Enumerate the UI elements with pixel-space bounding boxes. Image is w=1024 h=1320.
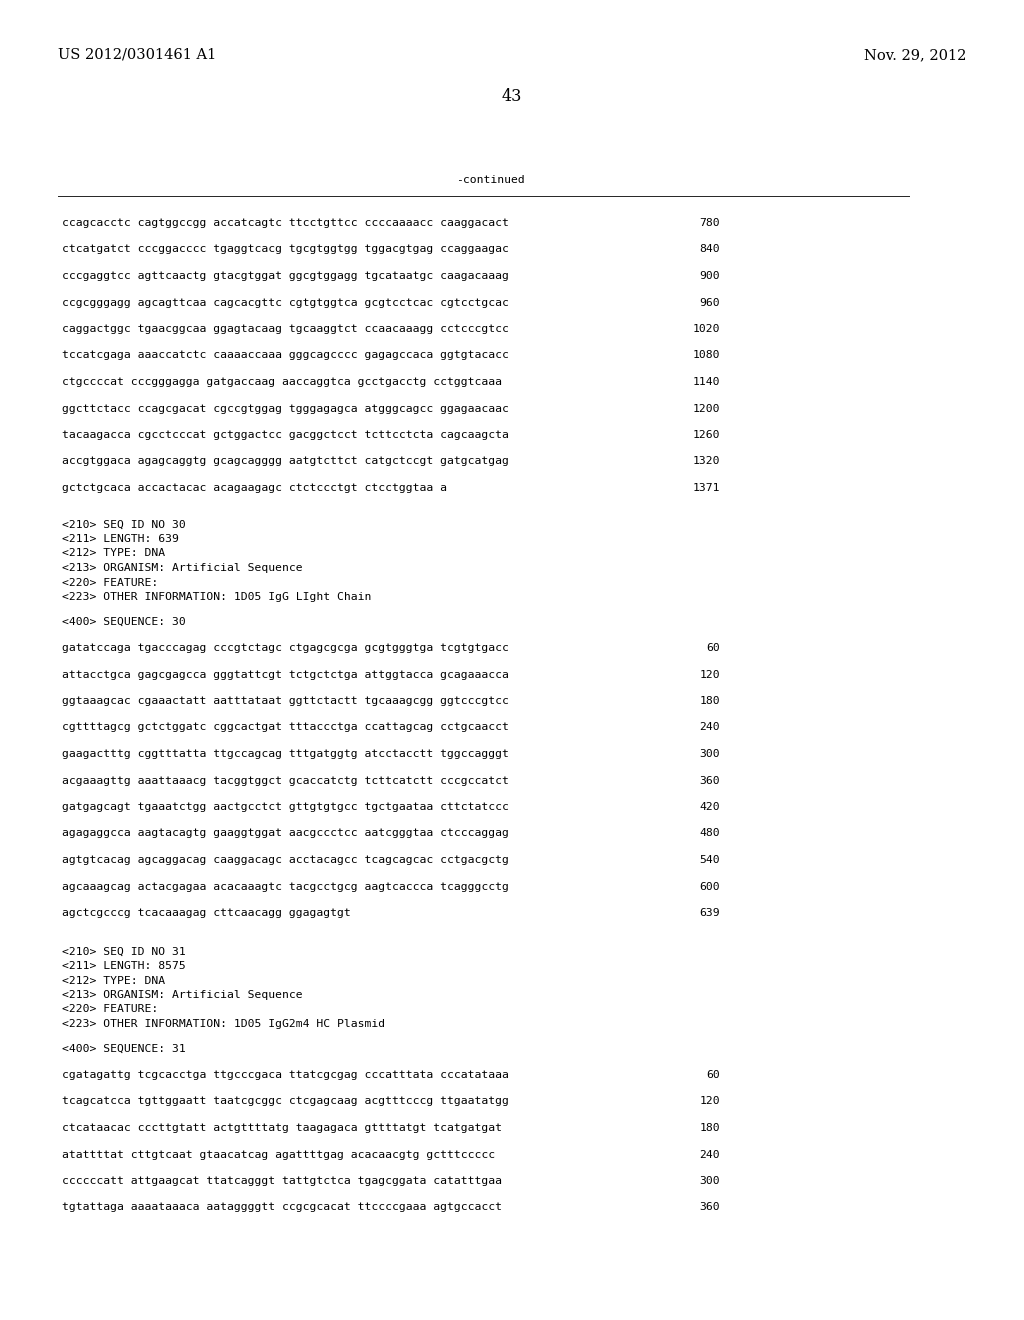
Text: 1020: 1020 (692, 323, 720, 334)
Text: ccgcgggagg agcagttcaa cagcacgttc cgtgtggtca gcgtcctcac cgtcctgcac: ccgcgggagg agcagttcaa cagcacgttc cgtgtgg… (62, 297, 509, 308)
Text: 1200: 1200 (692, 404, 720, 413)
Text: tccatcgaga aaaccatctc caaaaccaaa gggcagcccc gagagccaca ggtgtacacc: tccatcgaga aaaccatctc caaaaccaaa gggcagc… (62, 351, 509, 360)
Text: <211> LENGTH: 639: <211> LENGTH: 639 (62, 535, 179, 544)
Text: 1371: 1371 (692, 483, 720, 492)
Text: 900: 900 (699, 271, 720, 281)
Text: attacctgca gagcgagcca gggtattcgt tctgctctga attggtacca gcagaaacca: attacctgca gagcgagcca gggtattcgt tctgctc… (62, 669, 509, 680)
Text: gatatccaga tgacccagag cccgtctagc ctgagcgcga gcgtgggtga tcgtgtgacc: gatatccaga tgacccagag cccgtctagc ctgagcg… (62, 643, 509, 653)
Text: ctcataacac cccttgtatt actgttttatg taagagaca gttttatgt tcatgatgat: ctcataacac cccttgtatt actgttttatg taagag… (62, 1123, 502, 1133)
Text: 360: 360 (699, 1203, 720, 1213)
Text: ggtaaagcac cgaaactatt aatttataat ggttctactt tgcaaagcgg ggtcccgtcc: ggtaaagcac cgaaactatt aatttataat ggttcta… (62, 696, 509, 706)
Text: US 2012/0301461 A1: US 2012/0301461 A1 (58, 48, 216, 62)
Text: 780: 780 (699, 218, 720, 228)
Text: <400> SEQUENCE: 30: <400> SEQUENCE: 30 (62, 616, 185, 627)
Text: cccgaggtcc agttcaactg gtacgtggat ggcgtggagg tgcataatgc caagacaaag: cccgaggtcc agttcaactg gtacgtggat ggcgtgg… (62, 271, 509, 281)
Text: <212> TYPE: DNA: <212> TYPE: DNA (62, 549, 165, 558)
Text: 1320: 1320 (692, 457, 720, 466)
Text: tgtattaga aaaataaaca aataggggtt ccgcgcacat ttccccgaaa agtgccacct: tgtattaga aaaataaaca aataggggtt ccgcgcac… (62, 1203, 502, 1213)
Text: <220> FEATURE:: <220> FEATURE: (62, 1005, 159, 1015)
Text: 639: 639 (699, 908, 720, 917)
Text: <211> LENGTH: 8575: <211> LENGTH: 8575 (62, 961, 185, 972)
Text: <223> OTHER INFORMATION: 1D05 IgG2m4 HC Plasmid: <223> OTHER INFORMATION: 1D05 IgG2m4 HC … (62, 1019, 385, 1030)
Text: 1140: 1140 (692, 378, 720, 387)
Text: agctcgcccg tcacaaagag cttcaacagg ggagagtgt: agctcgcccg tcacaaagag cttcaacagg ggagagt… (62, 908, 351, 917)
Text: 600: 600 (699, 882, 720, 891)
Text: 360: 360 (699, 776, 720, 785)
Text: <212> TYPE: DNA: <212> TYPE: DNA (62, 975, 165, 986)
Text: agagaggcca aagtacagtg gaaggtggat aacgccctcc aatcgggtaa ctcccaggag: agagaggcca aagtacagtg gaaggtggat aacgccc… (62, 829, 509, 838)
Text: <210> SEQ ID NO 30: <210> SEQ ID NO 30 (62, 520, 185, 529)
Text: <210> SEQ ID NO 31: <210> SEQ ID NO 31 (62, 946, 185, 957)
Text: 43: 43 (502, 88, 522, 106)
Text: 240: 240 (699, 1150, 720, 1159)
Text: tcagcatcca tgttggaatt taatcgcggc ctcgagcaag acgtttcccg ttgaatatgg: tcagcatcca tgttggaatt taatcgcggc ctcgagc… (62, 1097, 509, 1106)
Text: Nov. 29, 2012: Nov. 29, 2012 (863, 48, 966, 62)
Text: 120: 120 (699, 669, 720, 680)
Text: acgaaagttg aaattaaacg tacggtggct gcaccatctg tcttcatctt cccgccatct: acgaaagttg aaattaaacg tacggtggct gcaccat… (62, 776, 509, 785)
Text: 240: 240 (699, 722, 720, 733)
Text: 540: 540 (699, 855, 720, 865)
Text: gaagactttg cggtttatta ttgccagcag tttgatggtg atcctacctt tggccagggt: gaagactttg cggtttatta ttgccagcag tttgatg… (62, 748, 509, 759)
Text: 120: 120 (699, 1097, 720, 1106)
Text: 60: 60 (707, 643, 720, 653)
Text: ctgccccat cccgggagga gatgaccaag aaccaggtca gcctgacctg cctggtcaaa: ctgccccat cccgggagga gatgaccaag aaccaggt… (62, 378, 502, 387)
Text: 300: 300 (699, 748, 720, 759)
Text: caggactggc tgaacggcaa ggagtacaag tgcaaggtct ccaacaaagg cctcccgtcc: caggactggc tgaacggcaa ggagtacaag tgcaagg… (62, 323, 509, 334)
Text: 180: 180 (699, 696, 720, 706)
Text: ggcttctacc ccagcgacat cgccgtggag tgggagagca atgggcagcc ggagaacaac: ggcttctacc ccagcgacat cgccgtggag tgggaga… (62, 404, 509, 413)
Text: <220> FEATURE:: <220> FEATURE: (62, 578, 159, 587)
Text: tacaagacca cgcctcccat gctggactcc gacggctcct tcttcctcta cagcaagcta: tacaagacca cgcctcccat gctggactcc gacggct… (62, 430, 509, 440)
Text: agtgtcacag agcaggacag caaggacagc acctacagcc tcagcagcac cctgacgctg: agtgtcacag agcaggacag caaggacagc acctaca… (62, 855, 509, 865)
Text: <400> SEQUENCE: 31: <400> SEQUENCE: 31 (62, 1044, 185, 1053)
Text: cgatagattg tcgcacctga ttgcccgaca ttatcgcgag cccatttata cccatataaa: cgatagattg tcgcacctga ttgcccgaca ttatcgc… (62, 1071, 509, 1080)
Text: <213> ORGANISM: Artificial Sequence: <213> ORGANISM: Artificial Sequence (62, 990, 303, 1001)
Text: 840: 840 (699, 244, 720, 255)
Text: 960: 960 (699, 297, 720, 308)
Text: ctcatgatct cccggacccc tgaggtcacg tgcgtggtgg tggacgtgag ccaggaagac: ctcatgatct cccggacccc tgaggtcacg tgcgtgg… (62, 244, 509, 255)
Text: accgtggaca agagcaggtg gcagcagggg aatgtcttct catgctccgt gatgcatgag: accgtggaca agagcaggtg gcagcagggg aatgtct… (62, 457, 509, 466)
Text: 180: 180 (699, 1123, 720, 1133)
Text: ccagcacctc cagtggccgg accatcagtc ttcctgttcc ccccaaaacc caaggacact: ccagcacctc cagtggccgg accatcagtc ttcctgt… (62, 218, 509, 228)
Text: 60: 60 (707, 1071, 720, 1080)
Text: <223> OTHER INFORMATION: 1D05 IgG LIght Chain: <223> OTHER INFORMATION: 1D05 IgG LIght … (62, 591, 372, 602)
Text: 420: 420 (699, 803, 720, 812)
Text: <213> ORGANISM: Artificial Sequence: <213> ORGANISM: Artificial Sequence (62, 564, 303, 573)
Text: gatgagcagt tgaaatctgg aactgcctct gttgtgtgcc tgctgaataa cttctatccc: gatgagcagt tgaaatctgg aactgcctct gttgtgt… (62, 803, 509, 812)
Text: 1080: 1080 (692, 351, 720, 360)
Text: atattttat cttgtcaat gtaacatcag agattttgag acacaacgtg gctttccccc: atattttat cttgtcaat gtaacatcag agattttga… (62, 1150, 496, 1159)
Text: agcaaagcag actacgagaa acacaaagtc tacgcctgcg aagtcaccca tcagggcctg: agcaaagcag actacgagaa acacaaagtc tacgcct… (62, 882, 509, 891)
Text: gctctgcaca accactacac acagaagagc ctctccctgt ctcctggtaa a: gctctgcaca accactacac acagaagagc ctctccc… (62, 483, 447, 492)
Text: ccccccatt attgaagcat ttatcagggt tattgtctca tgagcggata catatttgaa: ccccccatt attgaagcat ttatcagggt tattgtct… (62, 1176, 502, 1185)
Text: 480: 480 (699, 829, 720, 838)
Text: -continued: -continued (456, 176, 524, 185)
Text: cgttttagcg gctctggatc cggcactgat tttaccctga ccattagcag cctgcaacct: cgttttagcg gctctggatc cggcactgat tttaccc… (62, 722, 509, 733)
Text: 300: 300 (699, 1176, 720, 1185)
Text: 1260: 1260 (692, 430, 720, 440)
